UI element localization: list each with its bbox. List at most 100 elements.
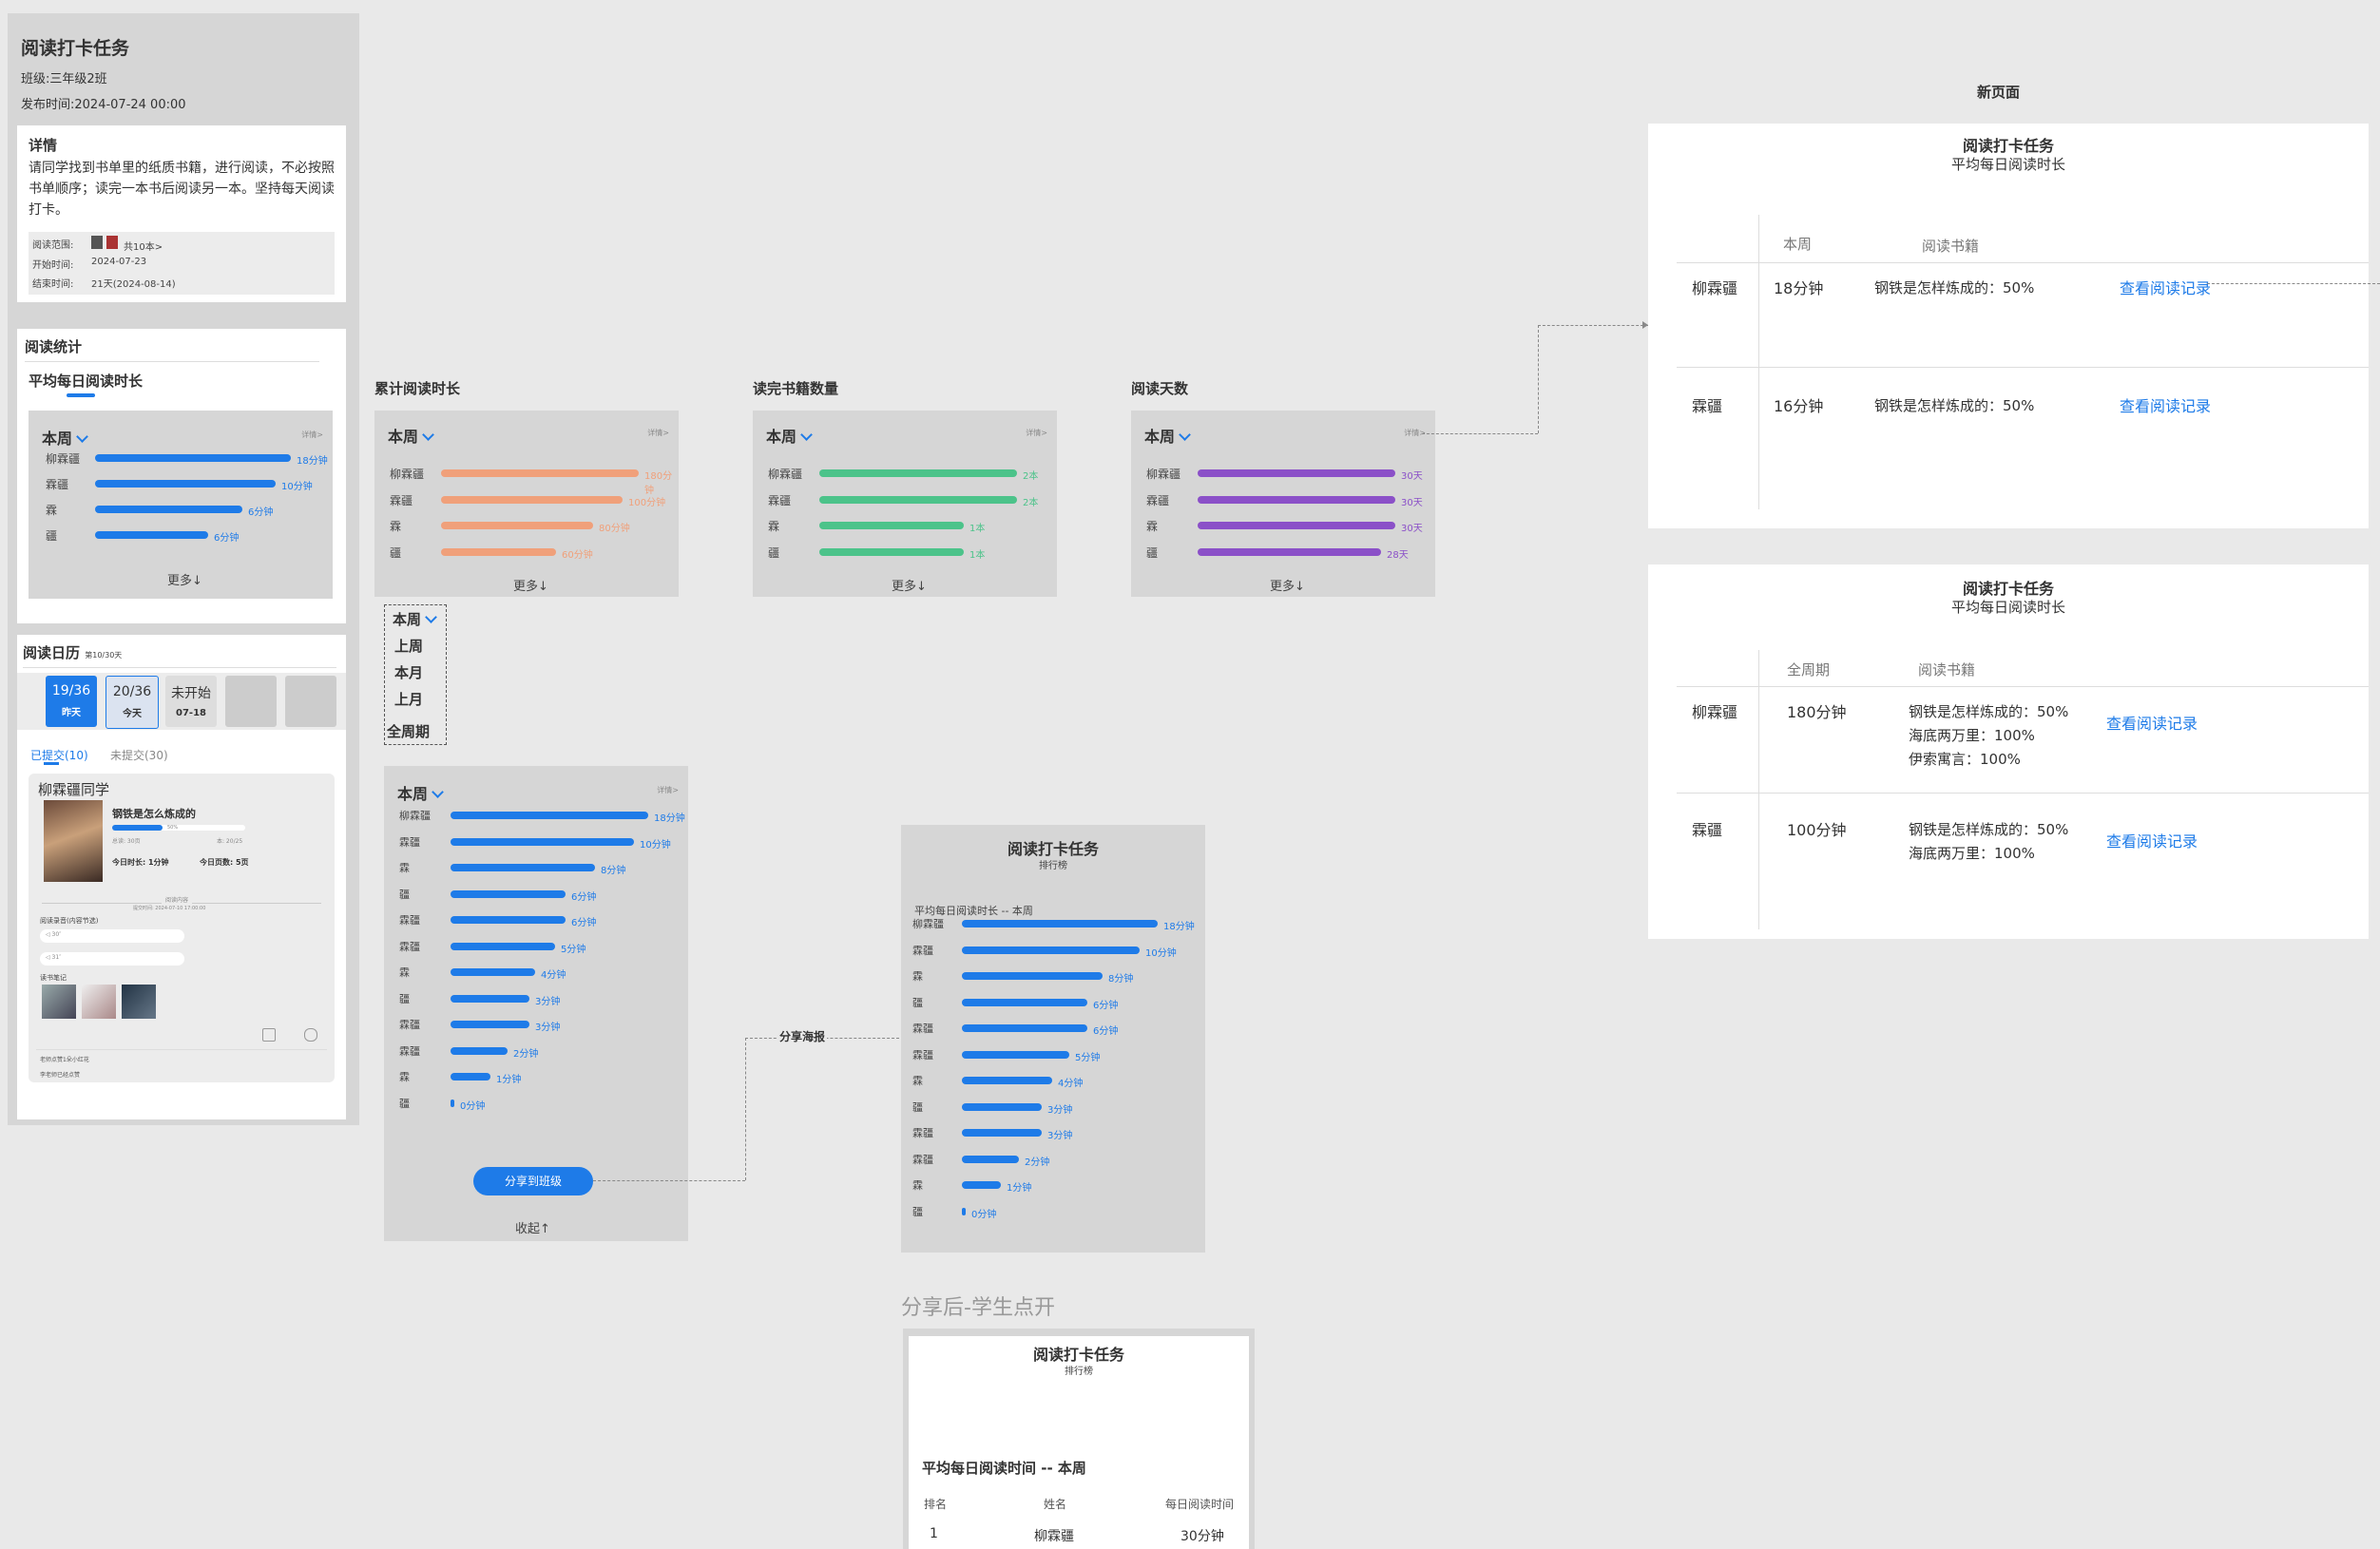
book-cover-icon[interactable]	[106, 236, 118, 249]
student-name: 霖疆	[912, 1023, 933, 1035]
note-photo[interactable]	[122, 985, 156, 1019]
col-name: 姓名	[1044, 1498, 1067, 1511]
end-label: 结束时间:	[32, 279, 74, 290]
tab-submitted[interactable]: 已提交(10)	[30, 749, 88, 762]
calendar-day[interactable]: 未开始 07-18	[165, 676, 217, 727]
col-rank: 排名	[924, 1498, 948, 1511]
bar	[819, 495, 1017, 504]
bar	[962, 1050, 1069, 1059]
dropdown-option-all[interactable]: 全周期	[387, 723, 431, 740]
bar	[819, 522, 964, 529]
voice-message-2[interactable]: ◁ 31″	[40, 952, 184, 966]
bar	[1198, 522, 1395, 529]
bar-value: 3分钟	[1047, 1104, 1073, 1116]
calendar-day[interactable]	[285, 676, 336, 727]
bar	[441, 547, 556, 556]
more-link[interactable]: 更多↓	[167, 574, 202, 588]
poster-section: 平均每日阅读时长 -- 本周	[914, 905, 1033, 917]
more-link[interactable]: 更多↓	[1270, 580, 1305, 594]
voice-message-1[interactable]: ◁ 30″	[40, 929, 184, 943]
bar	[95, 531, 208, 539]
range-value[interactable]: 共10本>	[124, 242, 163, 253]
period-select[interactable]: 本周	[1144, 424, 1191, 447]
student-name: 霖	[912, 1179, 923, 1192]
student-name: 霖疆	[46, 478, 69, 491]
dropdown-selected[interactable]: 本周	[393, 609, 437, 629]
view-reading-record-link[interactable]: 查看阅读记录	[2106, 715, 2198, 733]
view-reading-record-link[interactable]: 查看阅读记录	[2120, 397, 2212, 415]
student-view-title: 阅读打卡任务	[1032, 1346, 1124, 1364]
book-cover-icon[interactable]	[91, 236, 103, 249]
student-name: 疆	[1146, 545, 1159, 560]
like-icon[interactable]	[262, 1028, 276, 1042]
collapse-link[interactable]: 收起↑	[515, 1222, 550, 1236]
share-to-class-button[interactable]: 分享到班级	[473, 1167, 593, 1195]
note-photo[interactable]	[42, 985, 76, 1019]
bar	[95, 506, 242, 513]
bar	[451, 889, 566, 898]
publish-time: 发布时间:2024-07-24 00:00	[21, 98, 186, 112]
period-select[interactable]: 本周	[388, 424, 434, 447]
table-cell-name: 霖疆	[1692, 821, 1723, 839]
chevron-down-icon	[425, 611, 437, 623]
bar	[962, 1129, 1042, 1137]
bar	[962, 972, 1103, 980]
calendar-day[interactable]: 19/36 昨天	[46, 676, 97, 727]
poster-subtitle: 排行榜	[1039, 861, 1067, 871]
bar-value: 8分钟	[601, 866, 626, 876]
new-page-label: 新页面	[1977, 84, 2021, 101]
bar-value: 5分钟	[1075, 1052, 1101, 1063]
tab-unsubmitted[interactable]: 未提交(30)	[110, 749, 168, 762]
calendar-day[interactable]: 20/36 今天	[106, 676, 159, 729]
dropdown-option-this-month[interactable]: 本月	[394, 664, 424, 681]
detail-link[interactable]: 详情>	[647, 429, 669, 437]
dropdown-option-last-week[interactable]: 上周	[394, 638, 424, 655]
bar-value: 3分钟	[535, 1023, 561, 1033]
period-select[interactable]: 本周	[42, 426, 88, 449]
view-reading-record-link[interactable]: 查看阅读记录	[2120, 279, 2212, 297]
col-daily-time: 每日阅读时间	[1165, 1498, 1235, 1511]
book-cover-image[interactable]	[44, 800, 103, 882]
more-link[interactable]: 更多↓	[513, 580, 548, 594]
stats-tab-indicator	[67, 393, 95, 397]
bar	[95, 454, 291, 462]
row-name: 柳霖疆	[1034, 1529, 1074, 1544]
student-name: 柳霖疆	[1146, 468, 1181, 481]
student-name: 霖	[399, 1071, 410, 1083]
detail-link[interactable]: 详情>	[301, 430, 323, 439]
student-name: 霖疆	[399, 1044, 420, 1058]
bar-value: 10分钟	[281, 482, 313, 492]
bar-value: 10分钟	[1145, 947, 1177, 959]
bar	[962, 1155, 1019, 1163]
detail-link[interactable]: 详情>	[657, 786, 679, 794]
calendar-day[interactable]	[225, 676, 277, 727]
chevron-down-icon	[1179, 429, 1191, 441]
more-link[interactable]: 更多↓	[892, 580, 927, 594]
detail-link[interactable]: 详情>	[1404, 429, 1426, 437]
student-name: 霖疆	[1146, 493, 1170, 507]
book-title[interactable]: 钢铁是怎么炼成的	[112, 808, 196, 820]
bar	[95, 480, 276, 488]
bar-value: 6分钟	[1093, 1000, 1119, 1011]
chevron-down-icon	[76, 430, 88, 443]
share-icon[interactable]	[304, 1028, 317, 1042]
student-name[interactable]: 柳霖疆同学	[38, 781, 110, 798]
stat-card-title: 累计阅读时长	[374, 380, 461, 397]
period-dropdown[interactable]: 本周 上周 本月 上月 全周期	[384, 604, 447, 745]
student-name: 霖	[399, 966, 410, 979]
note-photo[interactable]	[82, 985, 116, 1019]
detail-link[interactable]: 详情>	[1026, 429, 1047, 437]
bar	[962, 946, 1140, 954]
bar-value: 6分钟	[1093, 1026, 1119, 1037]
student-view-subtitle: 排行榜	[1065, 1367, 1093, 1377]
bar	[451, 864, 595, 871]
today-pages: 今日页数: 5页	[200, 858, 249, 867]
detail-info-box: 阅读范围: 共10本> 开始时间: 2024-07-23 结束时间: 21天(2…	[29, 232, 335, 295]
student-name: 柳霖疆	[399, 810, 431, 822]
student-name: 柳霖疆	[390, 468, 425, 481]
view-reading-record-link[interactable]: 查看阅读记录	[2106, 832, 2198, 851]
period-select[interactable]: 本周	[766, 424, 813, 447]
period-select[interactable]: 本周	[397, 781, 444, 804]
stats-tab-avg[interactable]: 平均每日阅读时长	[29, 373, 144, 390]
dropdown-option-last-month[interactable]: 上月	[394, 691, 424, 708]
